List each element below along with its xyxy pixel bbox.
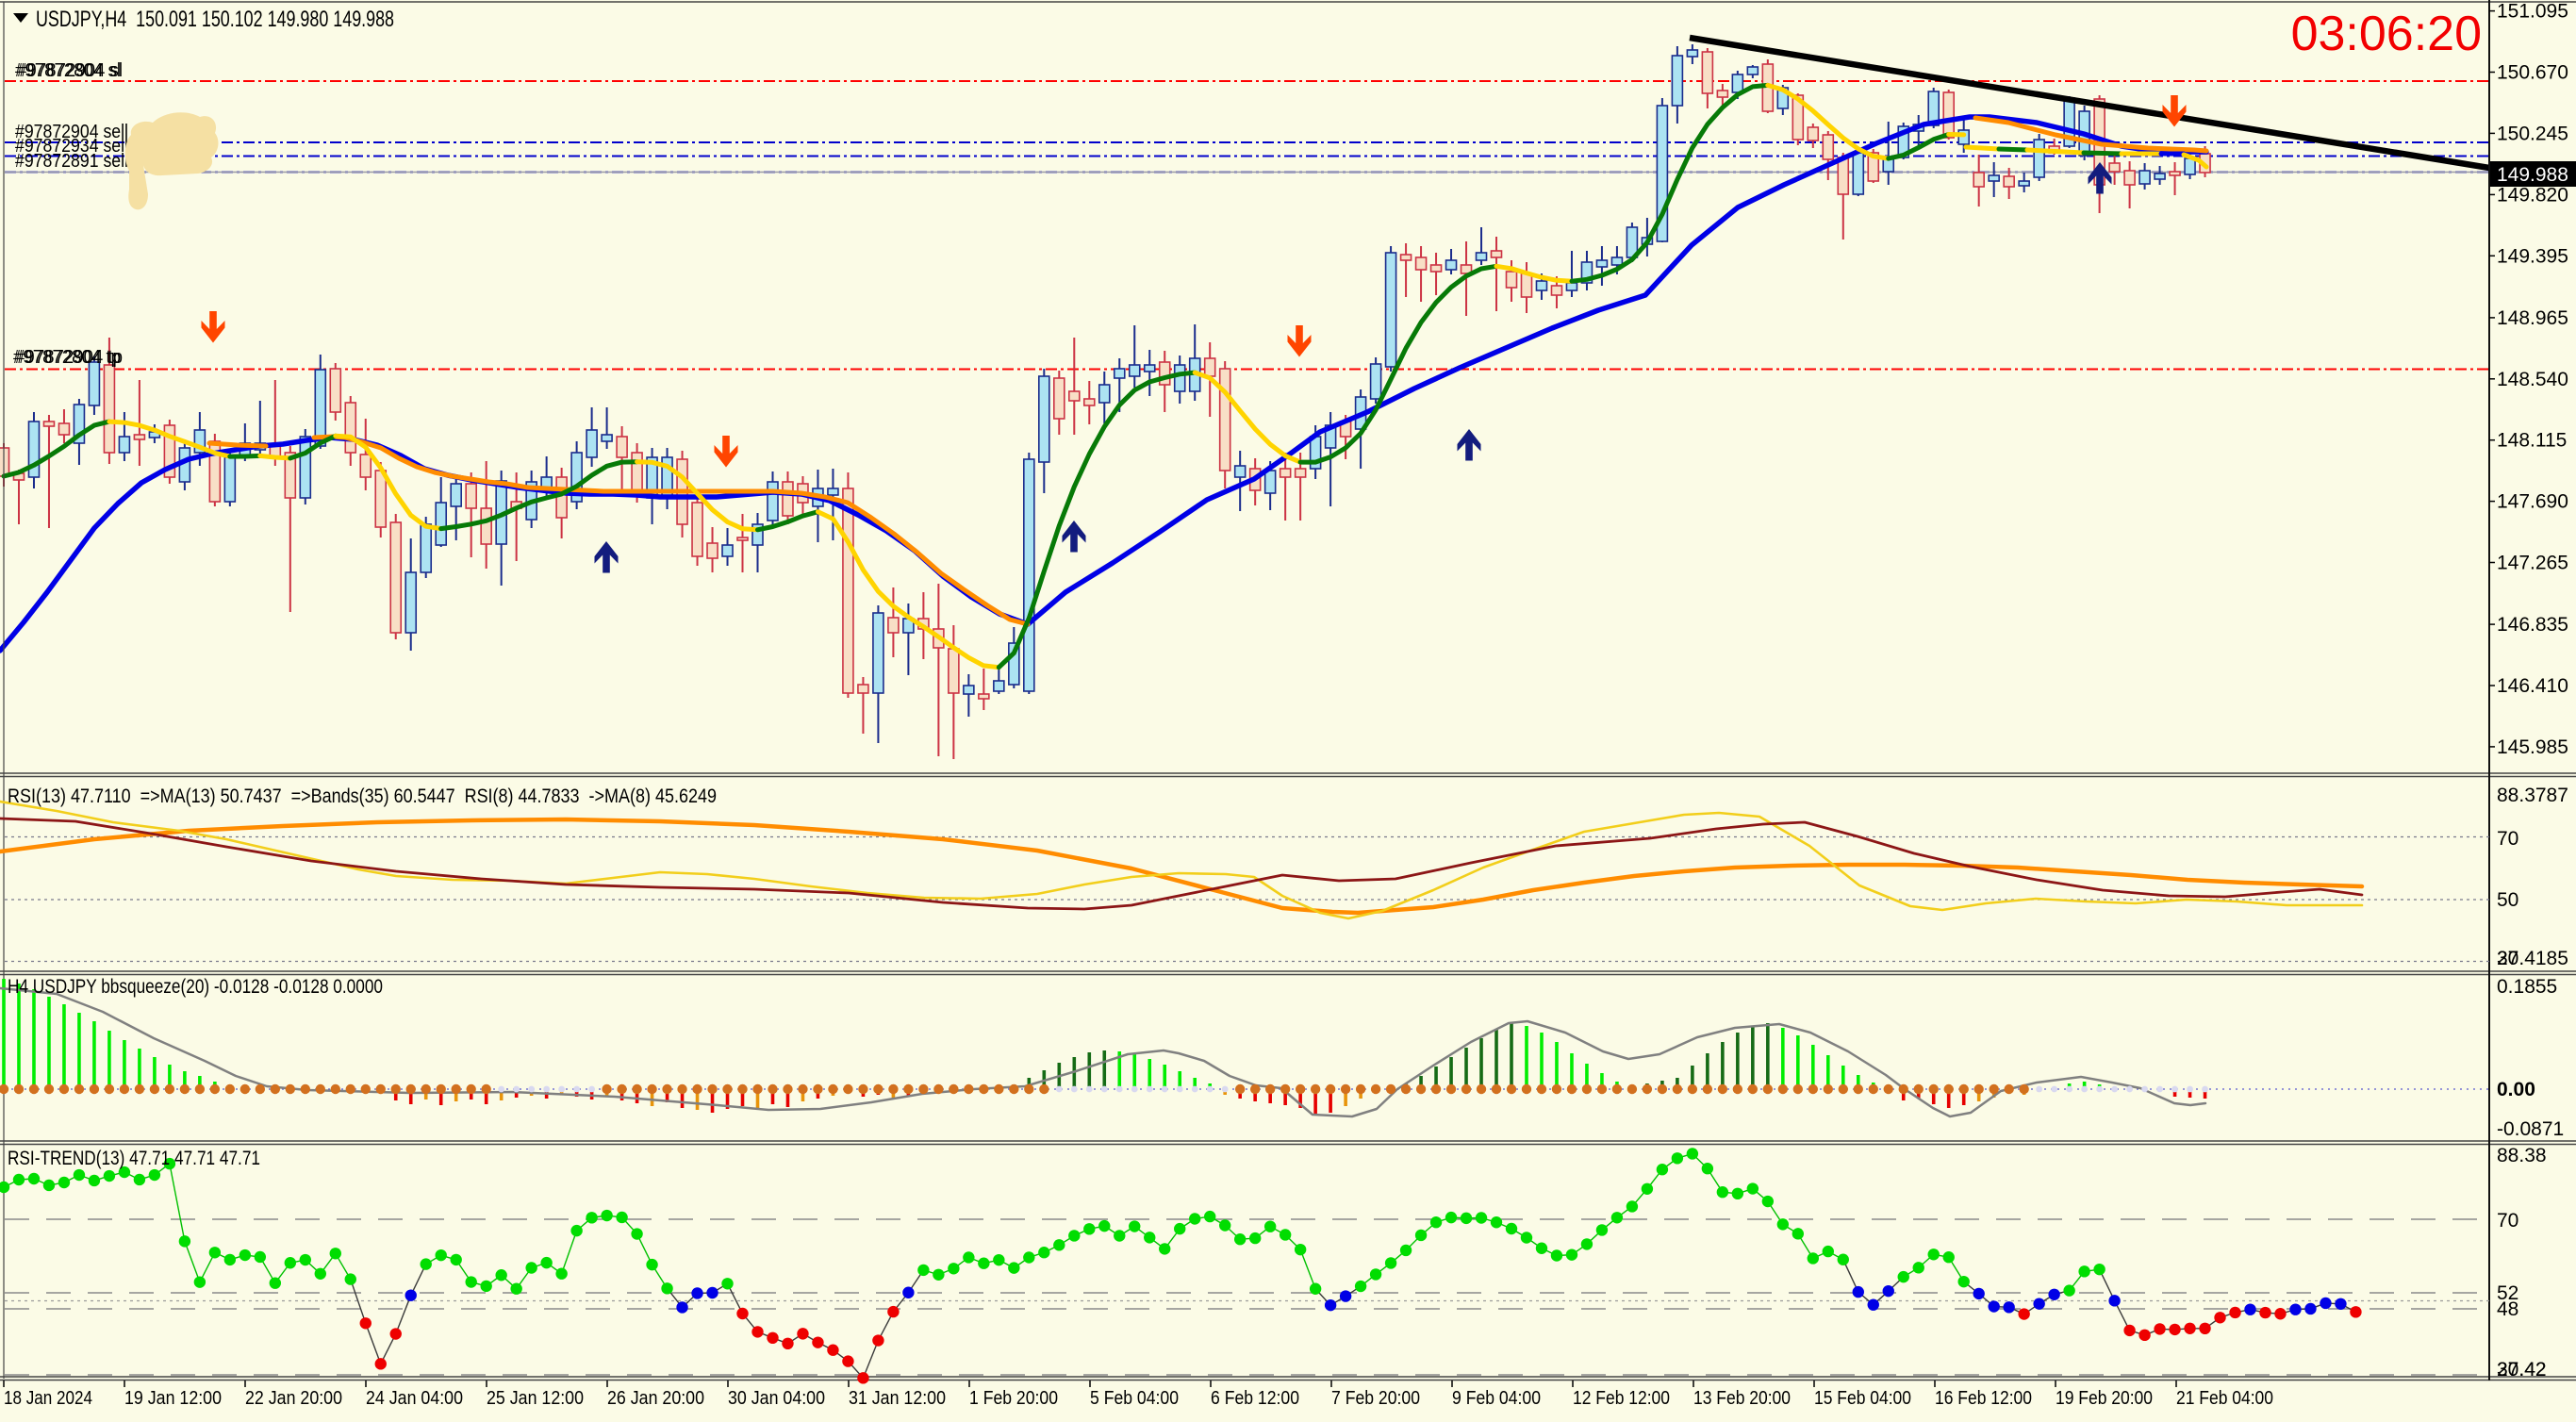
svg-text:#97872904 tp: #97872904 tp <box>15 347 123 368</box>
svg-text:27.4185: 27.4185 <box>2497 948 2568 969</box>
svg-text:-0.0871: -0.0871 <box>2497 1118 2564 1140</box>
svg-text:30 Jan 04:00: 30 Jan 04:00 <box>728 1388 825 1409</box>
svg-text:12 Feb 12:00: 12 Feb 12:00 <box>1573 1388 1670 1409</box>
svg-text:#97872891 sell: #97872891 sell <box>15 151 128 172</box>
svg-text:7 Feb 20:00: 7 Feb 20:00 <box>1331 1388 1420 1409</box>
svg-text:0.00: 0.00 <box>2497 1079 2535 1100</box>
svg-text:#97872904 sell: #97872904 sell <box>15 122 128 142</box>
svg-text:149.820: 149.820 <box>2497 184 2568 206</box>
svg-text:145.985: 145.985 <box>2497 736 2568 758</box>
svg-text:25 Jan 12:00: 25 Jan 12:00 <box>487 1388 584 1409</box>
svg-text:151.095: 151.095 <box>2497 1 2568 23</box>
svg-text:21 Feb 04:00: 21 Feb 04:00 <box>2176 1388 2273 1409</box>
svg-text:148.115: 148.115 <box>2497 430 2567 452</box>
svg-text:150.670: 150.670 <box>2497 62 2568 84</box>
svg-text:#97872804 sl: #97872804 sl <box>15 60 121 81</box>
svg-text:#97872934 sell: #97872934 sell <box>15 136 128 157</box>
svg-text:48: 48 <box>2497 1298 2518 1320</box>
svg-text:9 Feb 04:00: 9 Feb 04:00 <box>1452 1388 1541 1409</box>
svg-text:H4 USDJPY bbsqueeze(20) -0.012: H4 USDJPY bbsqueeze(20) -0.0128 -0.0128 … <box>8 976 383 998</box>
svg-text:15 Feb 04:00: 15 Feb 04:00 <box>1814 1388 1911 1409</box>
svg-text:19 Jan 12:00: 19 Jan 12:00 <box>124 1388 222 1409</box>
svg-text:30: 30 <box>2497 948 2518 969</box>
svg-text:RSI-TREND(13) 47.71 47.71 47.7: RSI-TREND(13) 47.71 47.71 47.71 <box>8 1148 260 1169</box>
svg-text:147.690: 147.690 <box>2497 491 2568 513</box>
svg-text:148.965: 148.965 <box>2497 307 2568 329</box>
svg-text:50: 50 <box>2497 889 2518 911</box>
svg-text:USDJPY,H4 150.091 150.102 149: USDJPY,H4 150.091 150.102 149.980 149.98… <box>36 7 394 32</box>
svg-text:16 Feb 12:00: 16 Feb 12:00 <box>1935 1388 2032 1409</box>
svg-text:13 Feb 20:00: 13 Feb 20:00 <box>1693 1388 1791 1409</box>
svg-text:19 Feb 20:00: 19 Feb 20:00 <box>2056 1388 2153 1409</box>
svg-text:147.265: 147.265 <box>2497 553 2568 574</box>
svg-text:0.1855: 0.1855 <box>2497 976 2557 998</box>
svg-text:30.42: 30.42 <box>2497 1359 2547 1381</box>
svg-text:70: 70 <box>2497 828 2518 850</box>
svg-text:24 Jan 04:00: 24 Jan 04:00 <box>366 1388 463 1409</box>
svg-text:31 Jan 12:00: 31 Jan 12:00 <box>849 1388 946 1409</box>
svg-text:#97872904 sl: #97872904 sl <box>17 60 123 81</box>
svg-text:146.835: 146.835 <box>2497 614 2568 636</box>
svg-text:148.540: 148.540 <box>2497 369 2568 390</box>
svg-text:88.38: 88.38 <box>2497 1145 2547 1166</box>
svg-text:150.245: 150.245 <box>2497 123 2568 144</box>
svg-text:52: 52 <box>2497 1282 2518 1304</box>
svg-text:6 Feb 12:00: 6 Feb 12:00 <box>1211 1388 1299 1409</box>
svg-text:146.410: 146.410 <box>2497 675 2568 697</box>
svg-text:5 Feb 04:00: 5 Feb 04:00 <box>1090 1388 1179 1409</box>
svg-text:70: 70 <box>2497 1210 2518 1232</box>
svg-text:22 Jan 20:00: 22 Jan 20:00 <box>245 1388 342 1409</box>
svg-text:18 Jan 2024: 18 Jan 2024 <box>4 1388 92 1409</box>
svg-text:88.3787: 88.3787 <box>2497 785 2568 806</box>
svg-text:RSI(13) 47.7110 =>MA(13) 50.7: RSI(13) 47.7110 =>MA(13) 50.7437 =>Bands… <box>8 785 717 807</box>
svg-text:27.42: 27.42 <box>2497 1359 2547 1381</box>
svg-text:1 Feb 20:00: 1 Feb 20:00 <box>969 1388 1058 1409</box>
svg-text:03:06:20: 03:06:20 <box>2291 7 2482 61</box>
svg-text:26 Jan 20:00: 26 Jan 20:00 <box>607 1388 704 1409</box>
svg-text:149.395: 149.395 <box>2497 245 2568 267</box>
svg-text:149.988: 149.988 <box>2497 164 2568 186</box>
svg-text:#97872804 tp: #97872804 tp <box>13 347 121 368</box>
